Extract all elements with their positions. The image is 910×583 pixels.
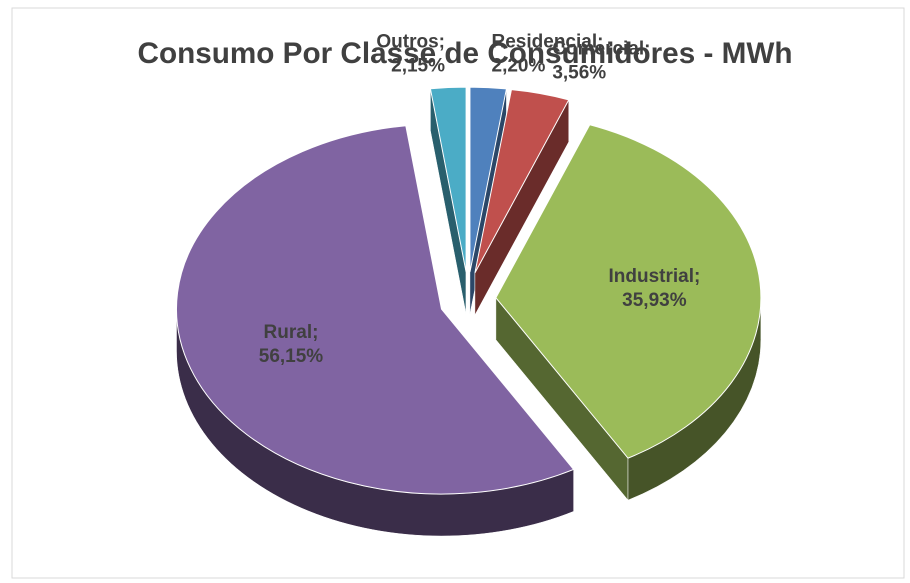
slice — [429, 86, 467, 273]
slice — [175, 125, 575, 495]
data-label-name: Outros; — [376, 31, 445, 52]
data-label: 35,93% — [622, 290, 687, 311]
data-label-name: Residencial; — [492, 31, 604, 52]
slice — [495, 124, 762, 459]
slice — [474, 89, 570, 274]
data-label: 2,20% — [492, 55, 546, 76]
slice — [469, 86, 508, 273]
data-label-name: Industrial; — [608, 266, 700, 287]
data-label-name: Rural; — [264, 322, 319, 343]
pie — [175, 86, 762, 537]
data-label: 3,56% — [552, 62, 606, 83]
chart-title: Consumo Por Classe de Consumidores - MWh — [138, 37, 793, 70]
data-label: 56,15% — [259, 346, 324, 367]
data-label-name: Comercial; — [552, 38, 650, 59]
data-label: 2,15% — [391, 55, 445, 76]
